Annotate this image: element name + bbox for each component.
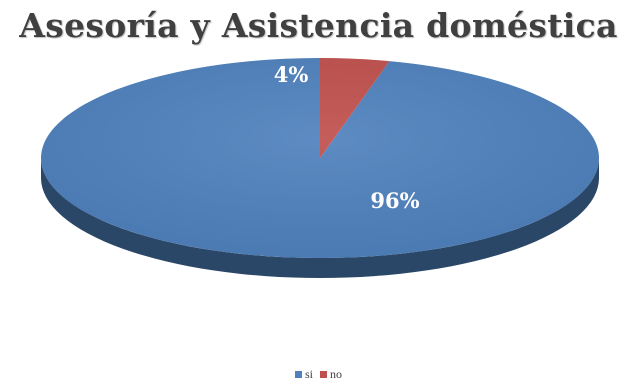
chart-title: Asesoría y Asistencia doméstica — [19, 6, 618, 45]
legend: si no — [0, 367, 637, 382]
legend-label-si: si — [304, 367, 313, 381]
data-label-no: 4% — [274, 62, 309, 87]
legend-item-si: si — [294, 367, 313, 382]
pie-top-shading — [41, 58, 599, 258]
legend-swatch-si — [294, 371, 302, 378]
data-label-si: 96% — [370, 188, 419, 213]
pie-side-si — [41, 158, 599, 278]
legend-label-no: no — [330, 367, 342, 381]
legend-swatch-no — [320, 371, 327, 378]
legend-item-no: no — [320, 367, 342, 382]
